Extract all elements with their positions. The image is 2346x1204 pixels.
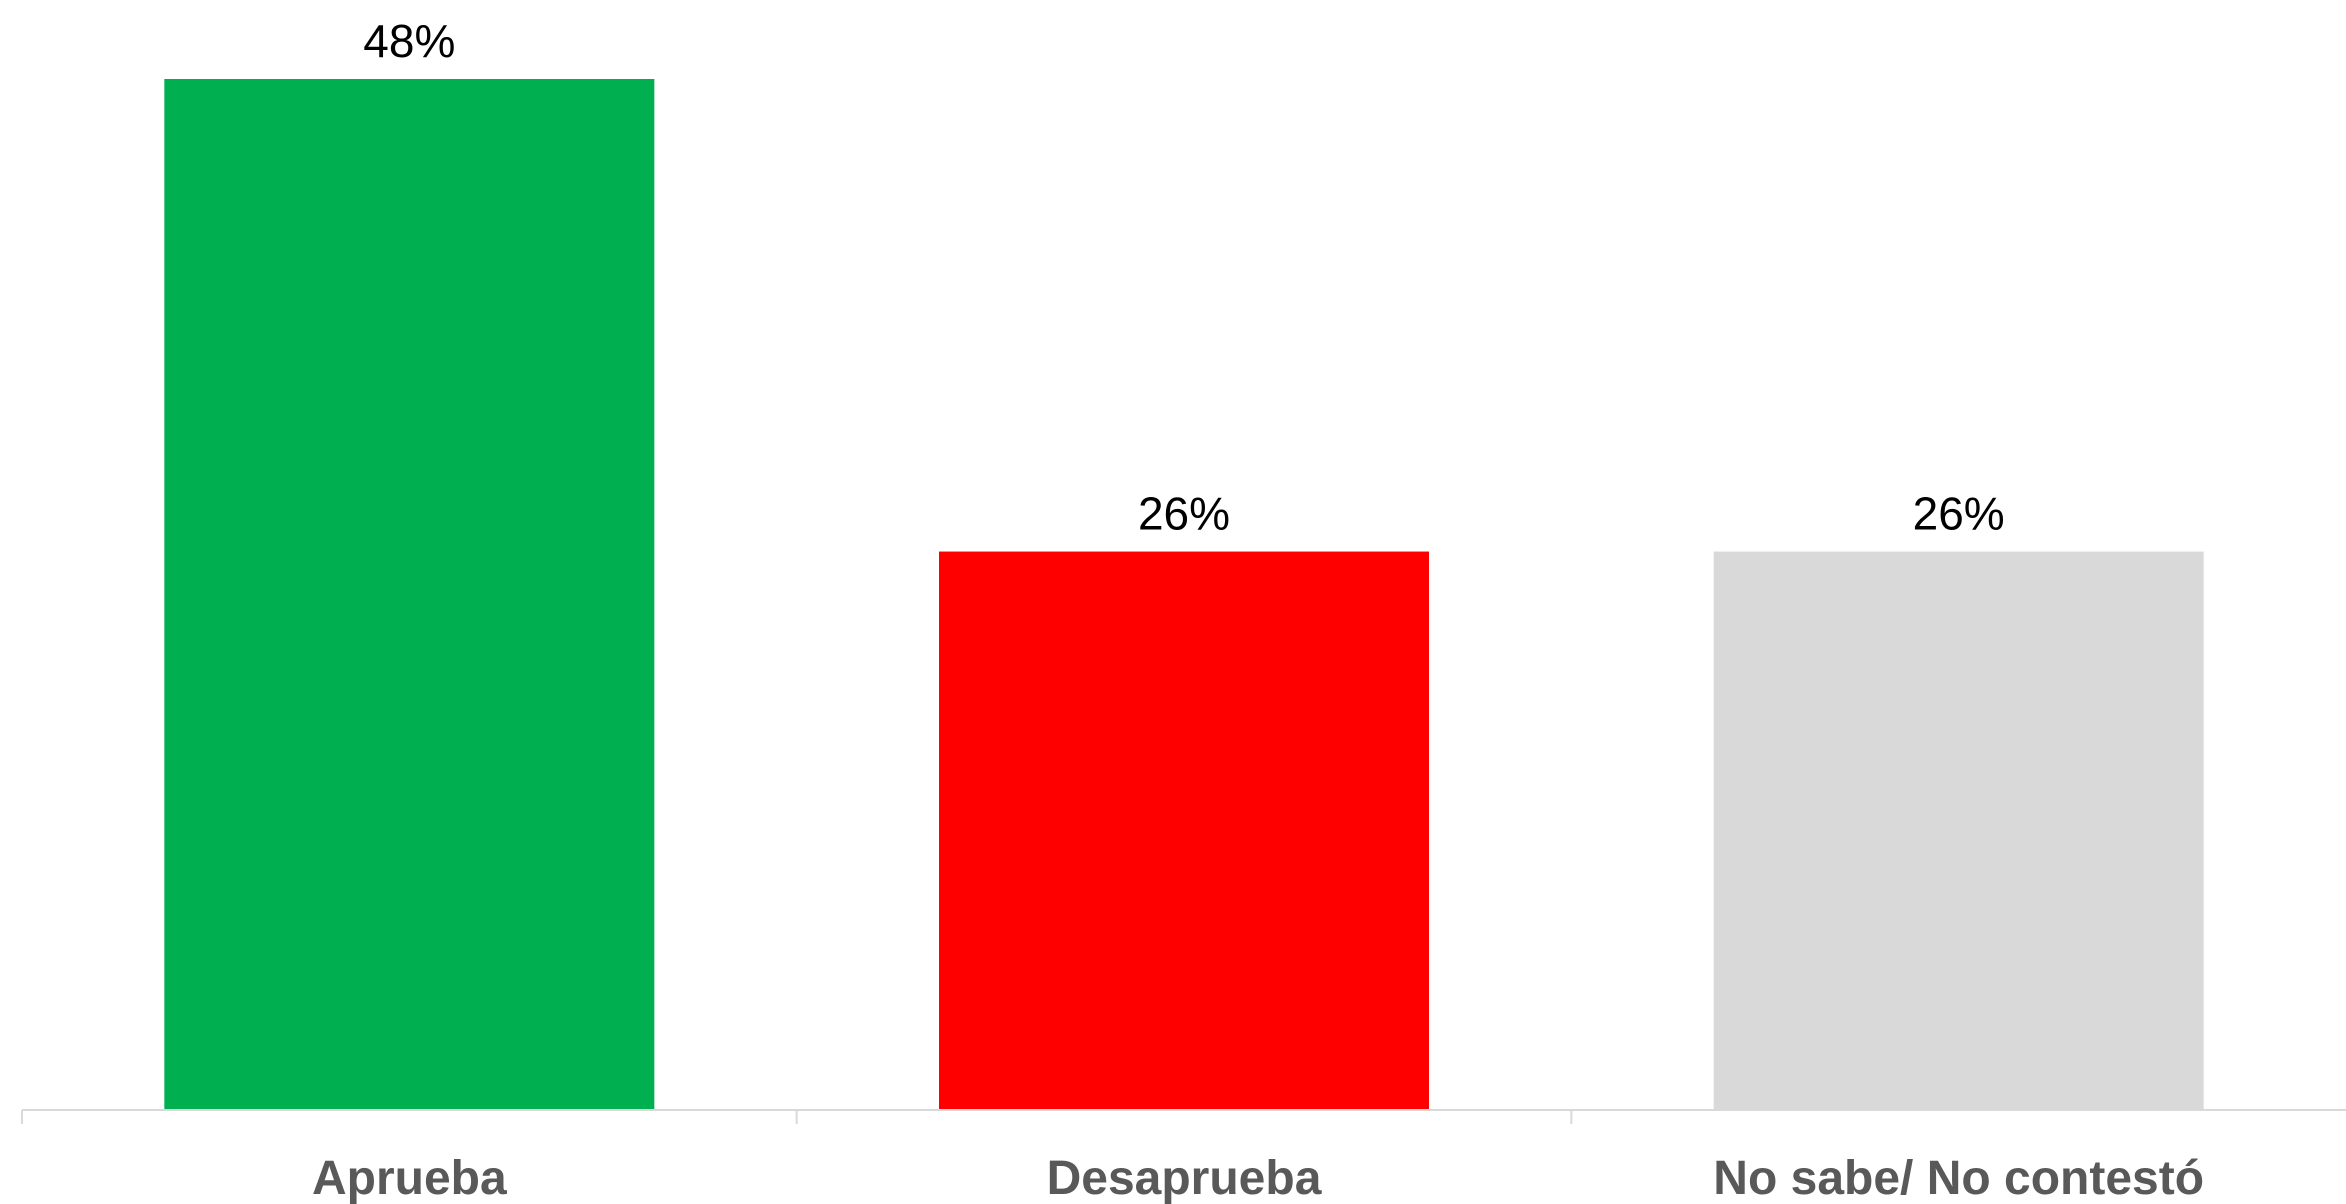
bars-layer <box>164 79 2203 1110</box>
data-label-1: 48% <box>363 15 455 67</box>
bar-2 <box>939 552 1429 1110</box>
category-label-1: Aprueba <box>312 1152 507 1204</box>
x-axis <box>22 1110 2346 1124</box>
data-label-2: 26% <box>1138 488 1230 540</box>
bar-1 <box>164 79 654 1110</box>
category-labels: Aprueba Desaprueba No sabe/ No contestó <box>312 1152 2204 1204</box>
category-label-3: No sabe/ No contestó <box>1713 1152 2204 1204</box>
data-label-3: 26% <box>1913 488 2005 540</box>
bar-3 <box>1714 552 2204 1110</box>
category-label-2: Desaprueba <box>1047 1152 1322 1204</box>
